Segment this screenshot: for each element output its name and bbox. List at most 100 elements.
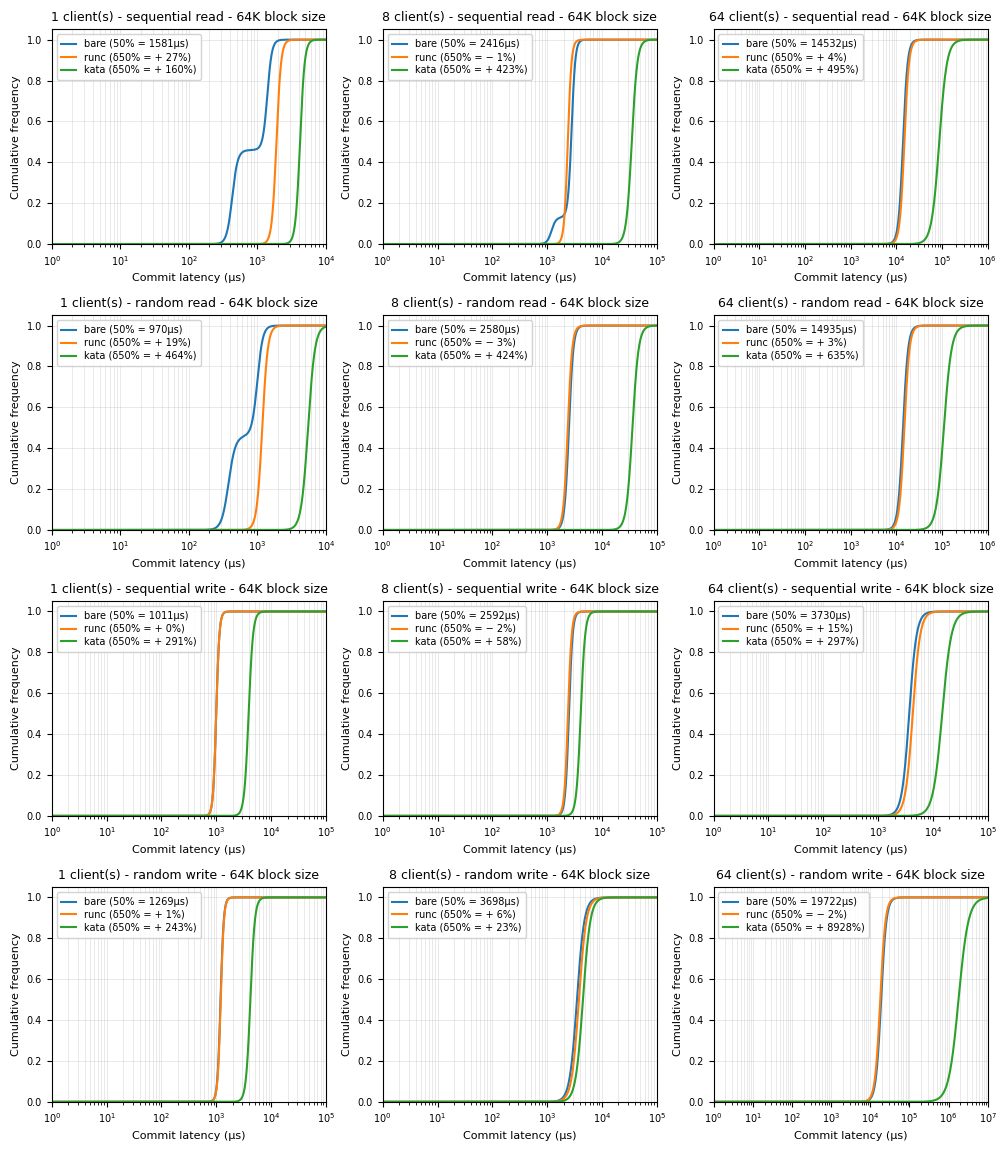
Y-axis label: Cumulative frequency: Cumulative frequency [11, 75, 21, 198]
kata (δ50% = + 291%) [147, 809, 159, 823]
Line: runc (δ50% = + 15%): runc (δ50% = + 15%) [709, 612, 988, 816]
runc (δ50% = + 6%) [491, 1094, 503, 1108]
bare (50% = 1269μs) [272, 890, 284, 904]
kata (δ50% = + 243%) [89, 1094, 101, 1108]
Y-axis label: Cumulative frequency: Cumulative frequency [342, 933, 352, 1056]
runc (δ50% = + 0%) [314, 605, 327, 619]
runc (δ50% = + 15%) [976, 605, 988, 619]
X-axis label: Commit latency (μs): Commit latency (μs) [794, 273, 907, 283]
kata (δ50% = + 495%) [735, 237, 747, 251]
runc (δ50% = − 1%) [629, 32, 641, 46]
bare (50% = 1581μs) [39, 237, 51, 251]
bare (50% = 19722μs) [823, 1094, 835, 1108]
bare (50% = 14532μs) [809, 237, 822, 251]
bare (50% = 3698μs) [615, 890, 627, 904]
Title: 1 client(s) - sequential write - 64K block size: 1 client(s) - sequential write - 64K blo… [49, 583, 328, 596]
Line: runc (δ50% = − 3%): runc (δ50% = − 3%) [377, 326, 657, 530]
Line: runc (δ50% = + 3%): runc (δ50% = + 3%) [710, 326, 988, 530]
bare (50% = 14935μs) [947, 319, 959, 333]
kata (δ50% = + 464%) [88, 523, 100, 537]
kata (δ50% = + 58%) [645, 605, 657, 619]
X-axis label: Commit latency (μs): Commit latency (μs) [132, 273, 246, 283]
runc (δ50% = + 19%) [39, 523, 51, 537]
bare (50% = 2416μs) [491, 237, 503, 251]
bare (50% = 14532μs) [947, 32, 959, 46]
Y-axis label: Cumulative frequency: Cumulative frequency [342, 361, 352, 485]
runc (δ50% = + 0%) [268, 605, 280, 619]
kata (δ50% = + 58%) [419, 809, 431, 823]
Line: bare (50% = 3730μs): bare (50% = 3730μs) [709, 612, 988, 816]
runc (δ50% = + 1%) [284, 890, 296, 904]
runc (δ50% = + 19%) [314, 319, 327, 333]
bare (50% = 970μs) [159, 523, 171, 537]
kata (δ50% = + 635%) [704, 523, 716, 537]
bare (50% = 19722μs) [736, 1094, 748, 1108]
bare (50% = 2592μs) [371, 809, 383, 823]
kata (δ50% = + 8928%) [982, 890, 994, 904]
runc (δ50% = − 2%) [752, 1094, 764, 1108]
runc (δ50% = + 6%) [645, 890, 657, 904]
kata (δ50% = + 23%) [645, 890, 657, 904]
bare (50% = 2592μs) [615, 605, 627, 619]
kata (δ50% = + 160%) [88, 237, 100, 251]
kata (δ50% = + 423%) [419, 237, 431, 251]
kata (δ50% = + 291%) [40, 809, 52, 823]
kata (δ50% = + 297%) [982, 605, 994, 619]
kata (δ50% = + 8928%) [823, 1094, 835, 1108]
bare (50% = 970μs) [320, 319, 332, 333]
kata (δ50% = + 423%) [615, 233, 627, 247]
runc (δ50% = − 3%) [651, 319, 663, 333]
kata (δ50% = + 297%) [947, 626, 959, 639]
bare (50% = 3730μs) [982, 605, 994, 619]
X-axis label: Commit latency (μs): Commit latency (μs) [794, 844, 907, 855]
kata (δ50% = + 464%) [159, 523, 171, 537]
runc (δ50% = + 19%) [72, 523, 84, 537]
runc (δ50% = + 27%) [159, 237, 171, 251]
bare (50% = 1011μs) [320, 605, 332, 619]
runc (δ50% = + 19%) [159, 523, 171, 537]
bare (50% = 2592μs) [403, 809, 415, 823]
bare (50% = 1581μs) [159, 237, 171, 251]
Legend: bare (50% = 3698μs), runc (δ50% = + 6%), kata (δ50% = + 23%): bare (50% = 3698μs), runc (δ50% = + 6%),… [387, 892, 526, 938]
runc (δ50% = + 6%) [419, 1094, 431, 1108]
runc (δ50% = − 2%) [403, 809, 415, 823]
runc (δ50% = + 27%) [147, 237, 159, 251]
Line: kata (δ50% = + 495%): kata (δ50% = + 495%) [710, 39, 988, 244]
runc (δ50% = + 15%) [822, 809, 834, 823]
bare (50% = 1011μs) [284, 605, 296, 619]
Y-axis label: Cumulative frequency: Cumulative frequency [673, 933, 683, 1056]
bare (50% = 2580μs) [491, 523, 503, 537]
kata (δ50% = + 291%) [159, 809, 171, 823]
runc (δ50% = + 1%) [73, 1094, 85, 1108]
bare (50% = 3698μs) [371, 1094, 383, 1108]
runc (δ50% = − 3%) [371, 523, 383, 537]
runc (δ50% = + 19%) [320, 319, 332, 333]
bare (50% = 2592μs) [419, 809, 431, 823]
Title: 8 client(s) - random read - 64K block size: 8 client(s) - random read - 64K block si… [391, 297, 649, 310]
bare (50% = 3698μs) [491, 1094, 503, 1108]
Y-axis label: Cumulative frequency: Cumulative frequency [342, 646, 352, 771]
kata (δ50% = + 8928%) [752, 1094, 764, 1108]
Line: bare (50% = 1011μs): bare (50% = 1011μs) [46, 612, 326, 816]
kata (δ50% = + 635%) [735, 523, 747, 537]
kata (δ50% = + 8928%) [736, 1094, 748, 1108]
kata (δ50% = + 297%) [703, 809, 715, 823]
bare (50% = 1011μs) [89, 809, 101, 823]
X-axis label: Commit latency (μs): Commit latency (μs) [132, 844, 246, 855]
bare (50% = 1011μs) [159, 809, 171, 823]
runc (δ50% = − 3%) [403, 523, 415, 537]
bare (50% = 1011μs) [73, 809, 85, 823]
kata (δ50% = + 423%) [371, 237, 383, 251]
Legend: bare (50% = 2592μs), runc (δ50% = − 2%), kata (δ50% = + 58%): bare (50% = 2592μs), runc (δ50% = − 2%),… [387, 606, 526, 652]
Line: runc (δ50% = + 0%): runc (δ50% = + 0%) [46, 612, 326, 816]
kata (δ50% = + 424%) [419, 523, 431, 537]
bare (50% = 19722μs) [704, 1094, 716, 1108]
runc (δ50% = + 3%) [809, 523, 822, 537]
bare (50% = 3730μs) [703, 809, 715, 823]
runc (δ50% = + 4%) [980, 32, 992, 46]
runc (δ50% = + 0%) [284, 605, 296, 619]
runc (δ50% = + 27%) [320, 32, 332, 46]
kata (δ50% = + 635%) [976, 319, 988, 333]
kata (δ50% = + 243%) [40, 1094, 52, 1108]
runc (δ50% = + 1%) [314, 890, 327, 904]
